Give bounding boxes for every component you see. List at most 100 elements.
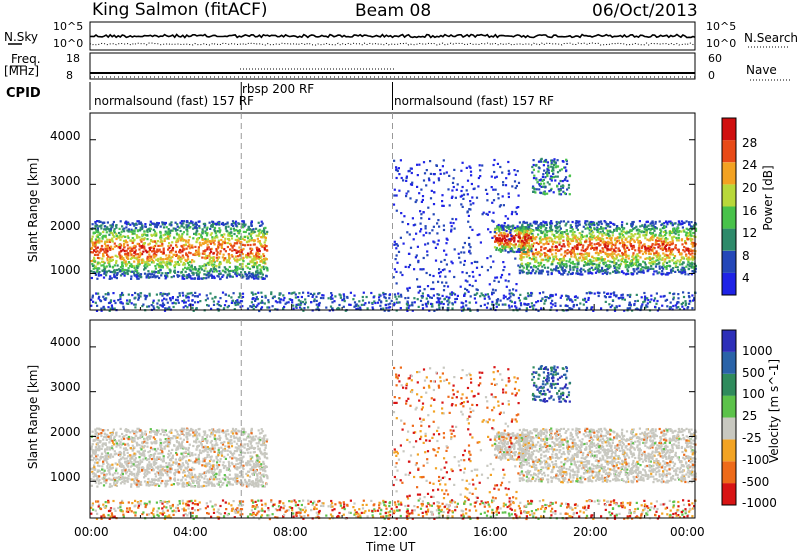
- power-cell: [131, 294, 134, 297]
- power-cell: [560, 261, 563, 264]
- power-cell: [571, 249, 574, 252]
- power-cell: [445, 253, 448, 256]
- power-cell: [191, 299, 194, 302]
- power-cell: [257, 291, 260, 294]
- power-cell: [588, 259, 591, 262]
- power-cell: [210, 268, 213, 271]
- power-cell: [644, 257, 647, 260]
- power-cell: [537, 264, 540, 268]
- power-cell: [547, 270, 550, 273]
- power-scatter: [90, 157, 698, 313]
- power-cell: [137, 220, 141, 223]
- power-cell: [691, 245, 694, 248]
- power-cell: [409, 246, 413, 249]
- velocity-cbar-tick: 25: [742, 409, 758, 423]
- power-cell: [522, 256, 525, 259]
- power-cell: [614, 242, 617, 245]
- power-cell: [634, 233, 637, 236]
- power-cell: [395, 194, 398, 197]
- power-cell: [528, 247, 531, 250]
- power-cell: [450, 291, 454, 294]
- power-cell: [566, 240, 570, 243]
- power-cell: [637, 267, 640, 270]
- power-cell: [553, 237, 557, 240]
- power-cell: [270, 292, 273, 296]
- power-cell: [282, 294, 285, 297]
- power-cell: [385, 307, 388, 310]
- power-cell: [595, 246, 598, 249]
- power-cell: [214, 232, 217, 235]
- power-cell: [601, 272, 604, 275]
- power-cell: [277, 297, 281, 300]
- power-cell: [637, 270, 640, 274]
- power-cell: [146, 257, 149, 260]
- power-cell: [424, 225, 427, 228]
- power-cell: [248, 267, 252, 270]
- power-cell: [103, 267, 106, 271]
- power-cell: [187, 245, 190, 248]
- power-cell: [96, 241, 99, 244]
- power-cell: [578, 223, 581, 226]
- power-cell: [90, 251, 93, 254]
- power-cell: [668, 231, 671, 234]
- power-cell: [415, 232, 418, 235]
- power-cell: [672, 228, 675, 231]
- power-cell: [255, 253, 258, 256]
- power-cell: [202, 238, 205, 241]
- power-cell: [576, 224, 579, 227]
- power-cell: [604, 244, 607, 247]
- power-cell: [156, 248, 159, 251]
- power-cell: [514, 173, 517, 176]
- power-cell: [686, 263, 689, 266]
- power-cell: [632, 268, 635, 271]
- power-cell: [181, 263, 185, 266]
- power-cell: [402, 242, 405, 245]
- power-cell: [632, 244, 635, 247]
- power-cell: [210, 262, 213, 265]
- power-cell: [637, 246, 640, 250]
- power-cell: [497, 193, 500, 196]
- power-cell: [632, 272, 635, 275]
- power-cell: [573, 255, 576, 258]
- cpid-segment-label: rbsp 200 RF: [242, 82, 315, 96]
- power-cell: [216, 230, 219, 233]
- power-cell: [276, 301, 279, 304]
- power-cell: [235, 224, 238, 227]
- power-cell: [111, 247, 115, 251]
- power-cell: [637, 260, 640, 264]
- power-cell: [163, 223, 167, 226]
- power-cell: [100, 309, 103, 312]
- power-cell: [442, 204, 445, 207]
- power-cell: [126, 244, 129, 247]
- power-cell: [222, 253, 225, 256]
- power-cell: [398, 301, 401, 304]
- power-cell: [524, 263, 527, 266]
- power-cell: [560, 273, 563, 276]
- power-cell: [189, 265, 192, 268]
- power-cell: [489, 307, 492, 310]
- power-cell: [650, 264, 653, 268]
- power-cell: [463, 263, 466, 266]
- power-cell: [407, 306, 410, 309]
- power-cell: [384, 296, 387, 300]
- power-cell: [106, 259, 109, 262]
- power-cell: [121, 293, 125, 297]
- power-cell: [258, 248, 261, 251]
- power-cell: [568, 264, 571, 267]
- power-cell: [441, 194, 444, 197]
- power-cell: [294, 293, 297, 296]
- power-cell: [186, 262, 189, 265]
- power-cell: [604, 251, 607, 254]
- power-cell: [537, 261, 540, 264]
- power-cell: [671, 237, 674, 241]
- power-cell: [246, 266, 249, 269]
- power-cell: [232, 292, 235, 295]
- power-cell: [470, 262, 473, 265]
- power-cell: [133, 244, 136, 247]
- power-cell: [130, 256, 134, 260]
- power-cell: [580, 254, 583, 257]
- power-cell: [187, 224, 190, 227]
- power-cell: [137, 275, 140, 278]
- power-cell: [655, 252, 658, 255]
- power-cell: [548, 229, 551, 233]
